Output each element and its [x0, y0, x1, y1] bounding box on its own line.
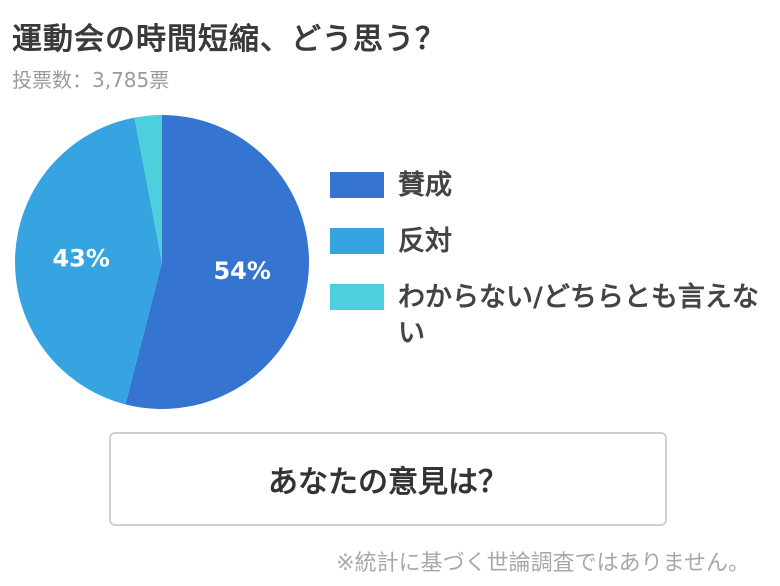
- legend-swatch: [330, 228, 384, 254]
- vote-count: 投票数：3,785票: [12, 68, 170, 92]
- legend-label: 賛成: [398, 170, 452, 201]
- chart-legend: 賛成反対わからない/どちらとも言えない: [330, 168, 770, 372]
- pie-slice: [15, 117, 163, 405]
- legend-swatch: [330, 172, 384, 198]
- pie-chart: 54% 43%: [15, 115, 309, 409]
- pie-slice: [134, 115, 162, 262]
- pie-slice-label: 43%: [52, 244, 109, 272]
- disclaimer-note: ※統計に基づく世論調査ではありません。: [336, 551, 750, 576]
- page-title: 運動会の時間短縮、どう思う？: [12, 22, 446, 57]
- legend-item: 反対: [330, 224, 770, 260]
- legend-label: 反対: [398, 226, 452, 257]
- pie-slice-label: 54%: [213, 257, 270, 285]
- legend-label: わからない/どちらとも言えない: [398, 282, 759, 349]
- pie-slice: [125, 115, 309, 409]
- legend-item: わからない/どちらとも言えない: [330, 280, 770, 352]
- your-opinion-button-label: あなたの意見は？: [268, 465, 508, 500]
- legend-swatch: [330, 284, 384, 310]
- your-opinion-button[interactable]: あなたの意見は？: [109, 432, 667, 526]
- legend-item: 賛成: [330, 168, 770, 204]
